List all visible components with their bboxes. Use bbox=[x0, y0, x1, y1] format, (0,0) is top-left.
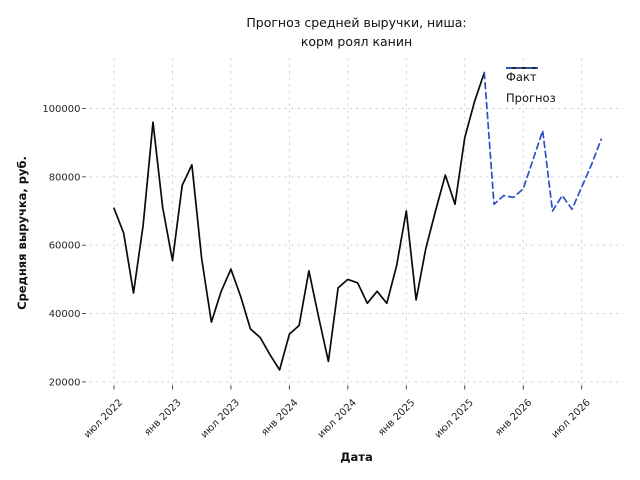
axis-ticks bbox=[82, 108, 583, 390]
chart-title-line2: корм роял канин bbox=[300, 34, 413, 49]
x-tick-label: янв 2023 bbox=[143, 397, 184, 438]
x-tick-label: июл 2025 bbox=[433, 397, 476, 440]
forecast-line-sample-icon bbox=[506, 67, 538, 69]
forecast-line bbox=[483, 71, 603, 212]
tick-labels: 20000 40000 60000 80000 100000 июл 2022 янв 20… bbox=[42, 104, 593, 440]
gridlines bbox=[89, 58, 624, 386]
x-axis-label: Дата bbox=[340, 450, 373, 464]
x-tick-label: янв 2026 bbox=[493, 397, 534, 438]
x-tick-label: июл 2024 bbox=[316, 397, 359, 440]
legend: Факт Прогноз bbox=[506, 66, 556, 108]
x-tick-label: янв 2025 bbox=[376, 397, 417, 438]
y-tick-label: 100000 bbox=[42, 104, 80, 115]
y-tick-label: 80000 bbox=[49, 172, 81, 183]
x-tick-label: июл 2022 bbox=[82, 397, 125, 440]
x-tick-label: янв 2024 bbox=[259, 397, 300, 438]
y-tick-label: 20000 bbox=[49, 377, 81, 388]
data-lines bbox=[113, 71, 603, 371]
legend-label-forecast: Прогноз bbox=[506, 90, 556, 105]
y-axis-label: Средняя выручка, руб. bbox=[15, 156, 29, 310]
x-tick-label: июл 2023 bbox=[199, 397, 242, 440]
y-tick-label: 60000 bbox=[49, 241, 81, 252]
chart-title: Прогноз средней выручки, ниша: корм роял… bbox=[89, 13, 624, 51]
fact-line bbox=[113, 71, 486, 371]
chart-title-line1: Прогноз средней выручки, ниша: bbox=[246, 15, 467, 30]
y-tick-label: 40000 bbox=[49, 309, 81, 320]
x-tick-label: июл 2026 bbox=[550, 397, 593, 440]
legend-label-fact: Факт bbox=[506, 69, 537, 84]
legend-item-forecast: Прогноз bbox=[506, 67, 556, 108]
